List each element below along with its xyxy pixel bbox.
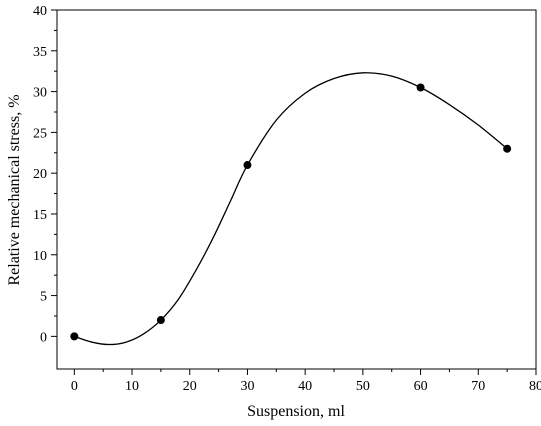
data-point [243,161,252,170]
x-tick-label: 60 [414,379,428,394]
y-tick-label: 30 [33,86,47,101]
x-tick-label: 70 [471,379,485,394]
y-tick-label: 5 [40,290,47,305]
y-tick-label: 15 [33,208,47,223]
y-tick-label: 25 [33,126,47,141]
y-tick-label: 0 [40,330,47,345]
plot-frame [56,9,537,370]
y-tick-label: 20 [33,167,47,182]
x-tick-label: 40 [298,379,312,394]
axis-ticks [51,9,537,375]
data-point [70,332,79,341]
x-tick-label: 10 [125,379,139,394]
data-point [156,316,165,325]
axis-tick-labels: 0 10 20 30 40 50 60 70 80 0 5 10 15 20 25 30 35 40 [33,4,541,394]
y-axis-title: Relative mechanical stress, % [6,94,23,285]
x-tick-label: 50 [356,379,370,394]
x-tick-label: 20 [183,379,197,394]
x-tick-label: 80 [529,379,541,394]
y-tick-label: 40 [33,4,47,19]
data-point [416,83,425,92]
x-axis-title: Suspension, ml [247,403,345,420]
x-tick-label: 0 [71,379,78,394]
y-tick-label: 35 [33,45,47,60]
fit-curve [74,72,508,346]
data-point [503,144,512,153]
data-markers [70,83,512,341]
y-tick-label: 10 [33,249,47,264]
x-tick-label: 30 [240,379,254,394]
